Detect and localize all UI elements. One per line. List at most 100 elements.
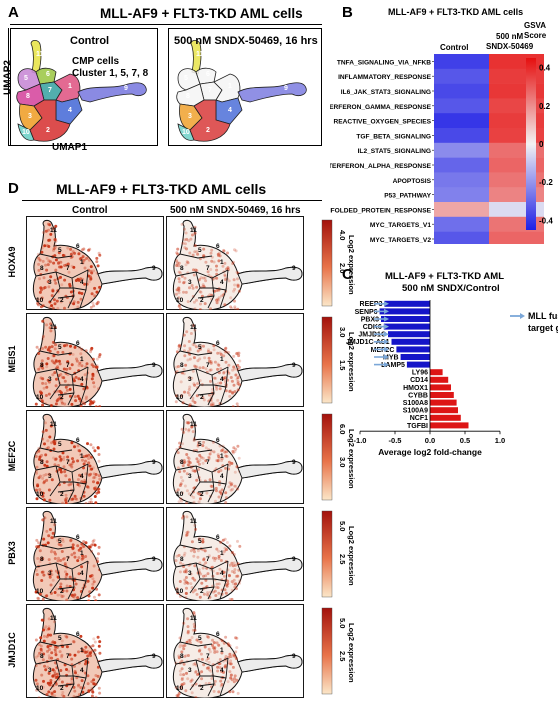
expression-dot xyxy=(212,646,215,650)
expression-dot xyxy=(224,635,228,639)
expression-dot xyxy=(96,665,100,669)
expression-dot xyxy=(221,444,225,448)
expression-dot xyxy=(35,688,39,692)
bar-label: LY96 xyxy=(412,370,428,377)
expression-dot xyxy=(95,357,99,361)
target-gene-arrowhead xyxy=(384,354,389,360)
expression-dot xyxy=(182,647,186,651)
expression-dot xyxy=(229,296,233,300)
expression-dot xyxy=(236,376,240,380)
expression-dot xyxy=(230,390,234,394)
expression-dot xyxy=(224,663,228,667)
expression-dot xyxy=(41,430,45,434)
feature-cluster-label-2: 2 xyxy=(60,297,64,304)
expression-dot xyxy=(199,652,203,656)
expression-dot xyxy=(77,363,81,367)
cluster-border xyxy=(179,350,213,356)
expression-dot xyxy=(53,591,57,594)
expression-dot xyxy=(230,379,234,383)
expression-dot xyxy=(207,666,211,670)
expression-dot xyxy=(46,665,50,669)
feature-cluster-label-3: 3 xyxy=(188,570,192,577)
bar-x-tick-label: 0.0 xyxy=(425,436,435,445)
expression-dot xyxy=(232,365,236,369)
expression-dot xyxy=(234,574,238,578)
expression-dot xyxy=(87,457,91,460)
expression-dot xyxy=(217,470,221,474)
expression-dot xyxy=(191,286,195,290)
feature-cluster-label-2: 2 xyxy=(200,588,204,595)
target-gene-arrowhead xyxy=(384,324,389,330)
feature-cluster-label-4: 4 xyxy=(220,667,224,674)
feature-cluster-label-10: 10 xyxy=(36,588,44,595)
expression-dot xyxy=(47,648,51,651)
expression-dot xyxy=(178,271,182,275)
expression-dot xyxy=(221,552,225,556)
expression-dot xyxy=(223,665,227,669)
expression-dot xyxy=(184,534,188,537)
expression-dot xyxy=(179,673,183,677)
expression-dot xyxy=(224,501,228,504)
expression-dot xyxy=(177,692,181,695)
expression-dot xyxy=(53,458,57,462)
feature-gene-label: MEIS1 xyxy=(7,345,17,373)
expression-dot xyxy=(93,449,97,453)
expression-dot xyxy=(216,398,220,402)
expression-dot xyxy=(48,306,52,310)
expression-dot xyxy=(63,498,67,501)
expression-dot xyxy=(76,544,80,548)
expression-dot xyxy=(187,460,191,464)
feature-cluster-label-9: 9 xyxy=(292,265,296,272)
expression-dot xyxy=(45,323,49,327)
expression-dot xyxy=(236,368,240,371)
expression-dot xyxy=(209,361,213,365)
expression-dot xyxy=(58,455,62,459)
expression-dot xyxy=(190,636,194,639)
expression-dot xyxy=(82,462,86,466)
expression-dot xyxy=(218,251,222,255)
expression-dot xyxy=(76,684,80,688)
expression-dot xyxy=(231,391,235,395)
expression-dot xyxy=(177,692,181,696)
expression-dot xyxy=(196,491,200,495)
expression-dot xyxy=(184,591,188,595)
feature-gene-label: HOXA9 xyxy=(7,246,17,278)
expression-dot xyxy=(60,680,64,684)
expression-dot xyxy=(41,597,45,601)
expression-dot xyxy=(198,453,202,457)
expression-dot xyxy=(237,365,241,369)
expression-dot xyxy=(39,490,43,494)
expression-dot xyxy=(35,488,38,492)
expression-dot xyxy=(183,551,187,555)
expression-dot xyxy=(87,690,91,694)
expression-dot xyxy=(92,595,96,599)
feature-cluster-label-9: 9 xyxy=(152,653,156,660)
bar xyxy=(430,399,457,406)
umap-cluster-label-8: 8 xyxy=(186,93,190,100)
feature-cluster-label-9: 9 xyxy=(292,362,296,369)
expression-dot xyxy=(79,686,83,690)
expression-dot xyxy=(230,588,234,592)
panel-d-title: MLL-AF9 + FLT3-TKD AML cells xyxy=(56,181,267,197)
expression-dot xyxy=(93,640,97,644)
expression-dot xyxy=(51,531,55,535)
cluster-border xyxy=(39,641,73,647)
heatmap-cell xyxy=(434,68,489,84)
umap-cluster-6 xyxy=(35,67,57,85)
expression-dot xyxy=(58,467,62,471)
expression-dot xyxy=(232,260,235,264)
expression-dot xyxy=(232,582,236,586)
expression-dot xyxy=(232,571,236,574)
expression-dot xyxy=(189,332,193,335)
expression-dot xyxy=(91,586,95,590)
bar xyxy=(430,384,451,391)
expression-dot xyxy=(52,261,56,265)
expression-dot xyxy=(92,538,96,542)
expression-dot xyxy=(68,463,72,467)
panel-d-title-rule xyxy=(22,200,322,201)
feature-cluster-label-9: 9 xyxy=(292,653,296,660)
expression-dot xyxy=(229,376,233,379)
expression-dot xyxy=(182,458,186,462)
umap-cluster-label-3: 3 xyxy=(28,113,32,120)
